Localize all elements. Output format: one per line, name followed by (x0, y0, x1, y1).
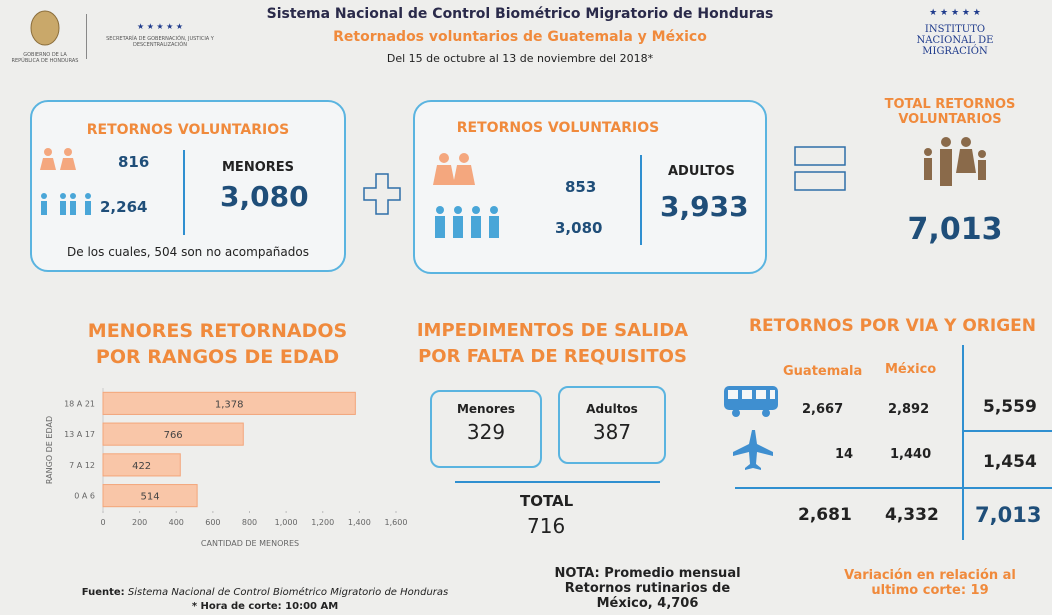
cell: 2,892 (888, 402, 930, 417)
cell: 2,667 (802, 402, 844, 417)
x-tick-label: 0 (100, 518, 105, 527)
title: Sistema Nacional de Control Biométrico M… (266, 6, 774, 22)
via-title: RETORNOS POR VIA Y ORIGEN (748, 316, 1037, 336)
cell: 1,440 (890, 447, 932, 462)
bar (102, 391, 356, 415)
y-tick-label: 7 A 12 (69, 461, 95, 470)
column-header: México (885, 362, 937, 377)
women-count: 853 (565, 178, 597, 196)
menores-label: Menores (456, 402, 516, 416)
source-label: Fuente: (81, 587, 125, 598)
impedimentos-title: IMPEDIMENTOS DE SALIDA POR FALTA DE REQU… (416, 320, 689, 367)
total-value: 716 (527, 514, 566, 538)
children-icons (40, 148, 91, 215)
cell: 14 (835, 447, 854, 462)
column-header: Guatemala (783, 364, 863, 379)
transport-icons (724, 386, 778, 470)
equals-sign (794, 146, 846, 191)
row-total: 5,559 (983, 397, 1037, 417)
row-total: 1,454 (983, 452, 1037, 472)
box-title: RETORNOS VOLUNTARIOS (456, 120, 660, 136)
y-tick-label: 18 A 21 (64, 399, 95, 408)
x-tick-label: 1,200 (311, 518, 334, 527)
divider (735, 487, 1052, 489)
source-text: Sistema Nacional de Control Biométrico M… (127, 587, 449, 598)
inm-name: INSTITUTO NACIONAL DE MIGRACIÓN (916, 24, 994, 57)
menores-impedimento-box (430, 390, 542, 468)
cutoff: * Hora de corte: 10:00 AM (191, 601, 339, 612)
stars: ★ ★ ★ ★ ★ (136, 22, 184, 31)
adultos-label: ADULTOS (668, 164, 735, 179)
menores-value: 329 (466, 420, 506, 444)
x-tick-label: 1,400 (348, 518, 371, 527)
divider (86, 14, 87, 59)
adultos-total: 3,933 (660, 190, 749, 223)
divider (183, 150, 185, 235)
variacion: Variación en relación al ultimo corte: 1… (844, 568, 1016, 598)
adultos-label: Adultos (586, 402, 638, 416)
left-logo: GOBIERNO DE LA REPÚBLICA DE HONDURAS (10, 8, 80, 64)
emblem (30, 10, 60, 46)
source: Fuente: Sistema Nacional de Control Biom… (30, 587, 500, 598)
subtitle: Retornados voluntarios de Guatemala y Mé… (333, 29, 707, 45)
divider (962, 345, 964, 540)
girls-count: 816 (118, 153, 150, 171)
adultos-box (413, 100, 767, 274)
x-tick-label: 200 (132, 518, 147, 527)
x-tick-label: 1,000 (275, 518, 298, 527)
y-tick-label: 0 A 6 (74, 492, 95, 501)
value-label: 766 (164, 430, 183, 441)
x-tick-label: 800 (242, 518, 257, 527)
grand-total: 7,013 (907, 212, 1003, 247)
x-tick-label: 400 (169, 518, 184, 527)
chart-title: MENORES RETORNADOS POR RANGOS DE EDAD (87, 320, 348, 368)
stars: ★ ★ ★ ★ ★ (929, 8, 981, 18)
period: Del 15 de octubre al 13 de noviembre del… (386, 52, 654, 65)
value-label: 422 (132, 461, 151, 472)
y-tick-label: 13 A 17 (64, 430, 95, 439)
bar (102, 453, 181, 477)
x-tick-label: 1,600 (385, 518, 408, 527)
menores-box (30, 100, 346, 272)
secretaria: SECRETARÍA DE GOBERNACIÓN, JUSTICIA Y DE… (106, 36, 214, 48)
y-axis-label: RANGO DE EDAD (45, 416, 54, 484)
column-total: 2,681 (798, 505, 852, 525)
x-tick-label: 600 (205, 518, 220, 527)
adultos-impedimento-box (558, 386, 666, 464)
total-title: TOTAL RETORNOS VOLUNTARIOS (884, 97, 1016, 127)
family-icon (924, 137, 986, 186)
menores-label: MENORES (222, 160, 295, 175)
boys-count: 2,264 (100, 198, 148, 216)
menores-note: De los cuales, 504 son no acompañados (67, 245, 309, 259)
divider (455, 481, 660, 483)
plus-sign (363, 173, 401, 215)
divider (640, 155, 642, 245)
nota: NOTA: Promedio mensual Retornos rutinari… (554, 566, 741, 611)
column-total: 4,332 (885, 505, 939, 525)
menores-total: 3,080 (220, 180, 309, 213)
logo-caption: GOBIERNO DE LA REPÚBLICA DE HONDURAS (11, 52, 79, 64)
value-label: 1,378 (215, 399, 244, 410)
total-label: TOTAL (520, 492, 574, 510)
divider (962, 430, 1052, 432)
via-grand-total: 7,013 (975, 503, 1042, 527)
bar (102, 484, 198, 508)
bar (102, 422, 244, 446)
x-axis-label: CANTIDAD DE MENORES (201, 539, 299, 548)
value-label: 514 (141, 492, 160, 503)
adultos-value: 387 (592, 420, 632, 444)
bar-chart: RANGO DE EDAD CANTIDAD DE MENORES 0 200 40… (45, 388, 408, 548)
box-title: RETORNOS VOLUNTARIOS (86, 122, 290, 138)
men-count: 3,080 (555, 219, 603, 237)
adult-icons (433, 153, 499, 238)
